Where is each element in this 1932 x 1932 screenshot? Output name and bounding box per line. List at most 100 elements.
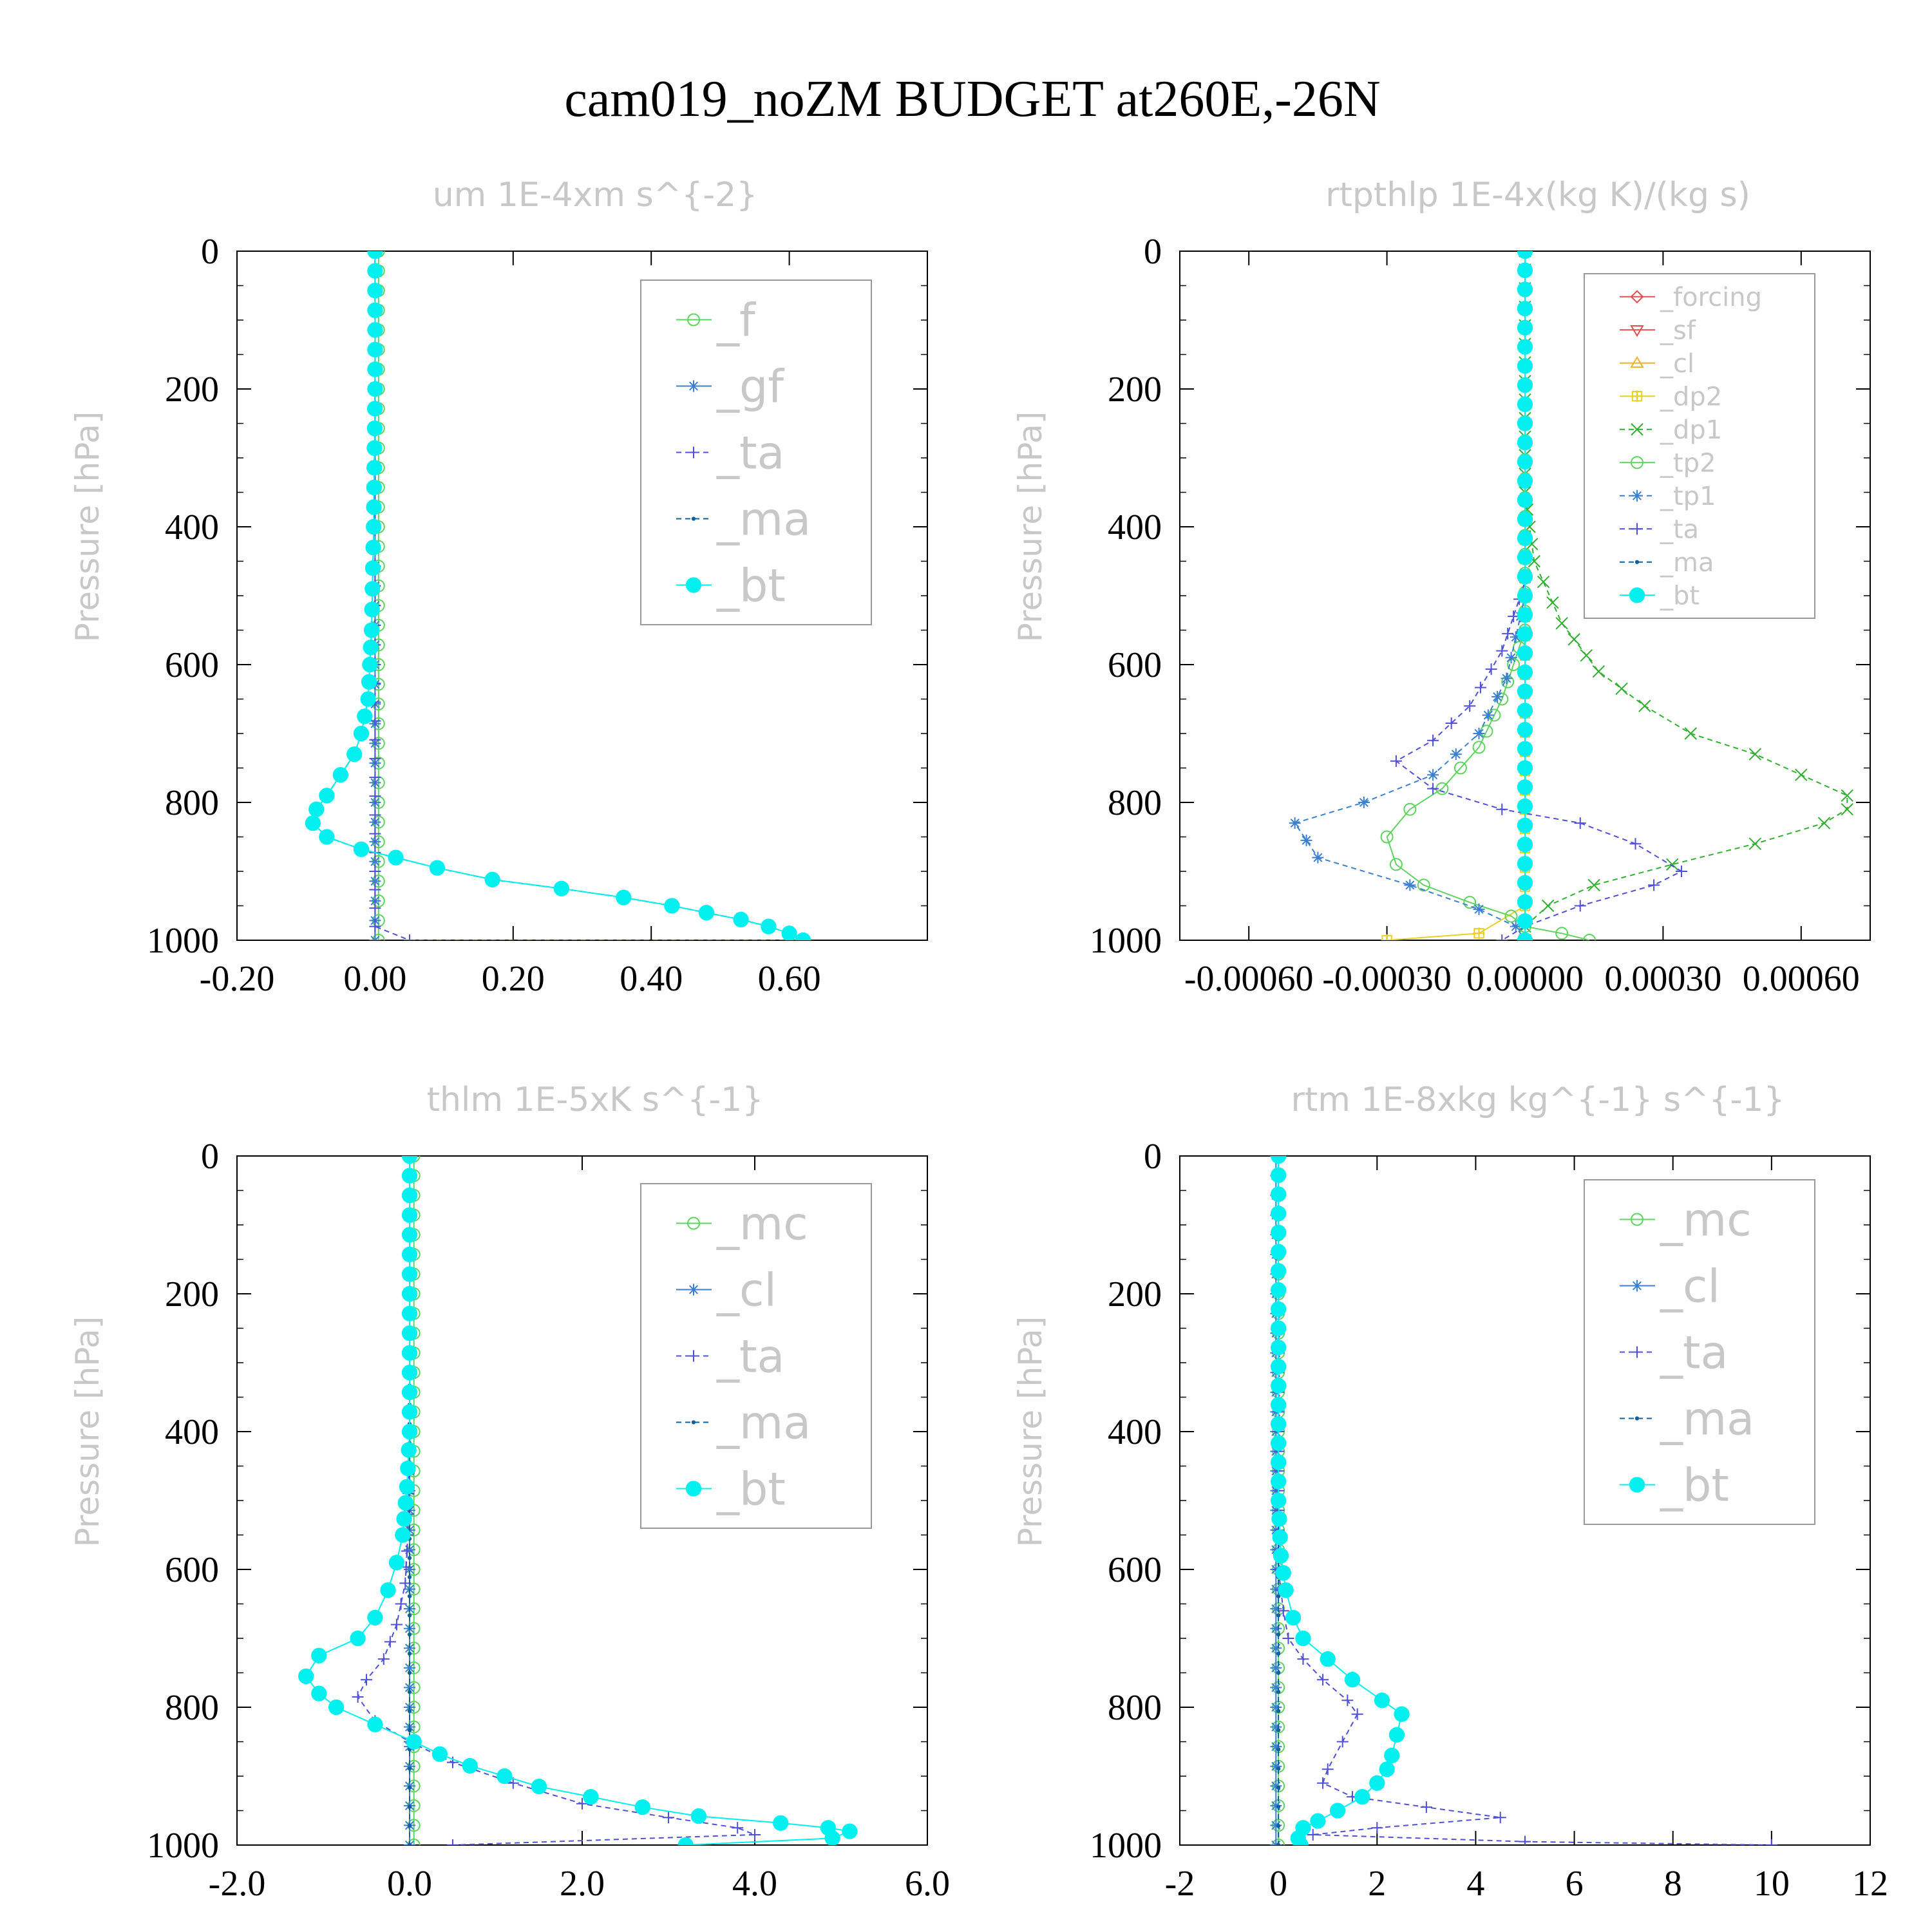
series-bt-point <box>366 479 383 496</box>
series-dp2-point <box>1381 934 1393 940</box>
series-bt-point <box>401 1305 418 1321</box>
x-tick-label: 2.0 <box>560 1864 605 1904</box>
series-bt-point <box>634 1799 650 1815</box>
series-bt-point <box>367 263 383 279</box>
series-tp2-point <box>1507 658 1520 671</box>
series-bt-point <box>1270 1378 1287 1394</box>
y-tick-label: 1000 <box>1090 921 1162 961</box>
series-ma-point <box>407 1556 412 1560</box>
series-bt-point <box>332 767 348 783</box>
series-mc-point <box>1272 1839 1285 1845</box>
legend-label: _gf <box>716 361 784 413</box>
x-tick-label: 8 <box>1664 1864 1682 1904</box>
series-bt-point <box>363 622 380 638</box>
series-dp1-point <box>1546 596 1559 609</box>
series-bt-point <box>401 1442 417 1458</box>
y-tick-label: 400 <box>165 1412 219 1452</box>
series-bt-point <box>1517 569 1533 585</box>
series-dp1-point <box>1555 617 1568 630</box>
legend-marker <box>1630 355 1644 368</box>
legend-marker <box>691 516 696 521</box>
series-bt-point <box>773 1815 789 1831</box>
legend-label: _bt <box>716 1463 786 1516</box>
series-dp2-line <box>1387 251 1526 940</box>
series-tp2-point <box>1417 878 1430 892</box>
series-ma-point <box>1276 1613 1281 1618</box>
series-bt-point <box>1270 1340 1287 1356</box>
series-bt-point <box>367 361 383 377</box>
series-bt-point <box>1517 683 1533 699</box>
series-tp1-point <box>1501 672 1513 685</box>
series-bt-point <box>1517 453 1533 470</box>
x-tick-label: 2 <box>1368 1864 1386 1904</box>
series-dp1-point <box>1665 858 1679 871</box>
x-tick-label: 6 <box>1566 1864 1584 1904</box>
series-ma-point <box>1276 1842 1281 1845</box>
series-bt-point <box>1517 894 1533 910</box>
series-bt-point <box>1354 1788 1370 1805</box>
series-bt-point <box>401 1345 418 1361</box>
series-bt-point <box>367 302 383 318</box>
series-tp2-point <box>1555 927 1569 940</box>
series-bt-point <box>531 1778 547 1795</box>
series-ta-point <box>1321 1763 1334 1776</box>
legend-box <box>640 1183 872 1529</box>
series-ta-point <box>369 920 381 933</box>
legend-marker <box>1631 523 1643 535</box>
series-ta-point <box>369 752 381 764</box>
series-bt-point <box>350 1630 366 1647</box>
series-tp2-point <box>1472 741 1486 754</box>
series-bt-point <box>1270 1492 1287 1509</box>
series-bt-point <box>1517 251 1533 260</box>
series-bt-point <box>1270 1224 1287 1241</box>
series-bt-point <box>399 1479 415 1495</box>
legend-marker <box>1630 290 1644 304</box>
series-bt-point <box>1517 741 1533 757</box>
series-bt-point <box>363 639 379 656</box>
series-ma-point <box>407 1766 412 1771</box>
series-ta-point <box>1427 734 1439 746</box>
series-bt-point <box>366 401 383 417</box>
series-ta-point <box>369 866 381 877</box>
series-cl-point <box>1270 1662 1282 1674</box>
series-dp1-point <box>1638 699 1651 712</box>
y-tick-label: 800 <box>1108 1688 1162 1728</box>
series-dp1-point <box>1537 575 1550 589</box>
series-dp1-point <box>1567 633 1580 646</box>
series-bt-point <box>388 1555 405 1571</box>
series-ta-point <box>1317 1777 1329 1789</box>
series-cl-point <box>1270 1622 1282 1634</box>
series-ma-point <box>1276 1747 1281 1752</box>
series-bt-point <box>1517 262 1533 278</box>
y-tick-label: 800 <box>165 1688 219 1728</box>
series-dp1-point <box>1748 837 1762 850</box>
series-bt-point <box>1369 1775 1385 1791</box>
series-bt-point <box>357 708 373 724</box>
series-cl-point <box>404 1544 415 1556</box>
series-ma-point <box>1276 1651 1281 1656</box>
series-bt-point <box>1344 1672 1361 1688</box>
series-dp2-point <box>1473 927 1485 940</box>
series-bt-point <box>1517 301 1533 317</box>
series-cl-point <box>1270 1760 1282 1772</box>
series-ta-point <box>1282 1633 1294 1644</box>
series-mc-point <box>407 1839 421 1845</box>
series-bt-point <box>1374 1692 1390 1709</box>
series-ta-point <box>1390 755 1402 767</box>
series-bt-point <box>616 889 632 905</box>
series-ta-point <box>447 1839 459 1845</box>
series-bt-point <box>429 860 446 876</box>
series-tp1-point <box>1289 817 1301 829</box>
x-tick-label: 0.00000 <box>1466 959 1584 999</box>
series-bt-point <box>365 539 381 556</box>
y-axis-label: Pressure [hPa] <box>69 1316 106 1548</box>
series-bt-point <box>401 1423 418 1440</box>
series-bt-point <box>1517 396 1533 412</box>
legend-marker <box>688 1350 699 1362</box>
x-tick-label: 0.00030 <box>1604 959 1721 999</box>
y-tick-label: 0 <box>201 232 219 272</box>
series-ta-point <box>1464 700 1476 712</box>
y-tick-label: 1000 <box>147 1826 219 1866</box>
series-ta-point <box>732 1822 744 1834</box>
series-cl-point <box>404 1681 415 1694</box>
